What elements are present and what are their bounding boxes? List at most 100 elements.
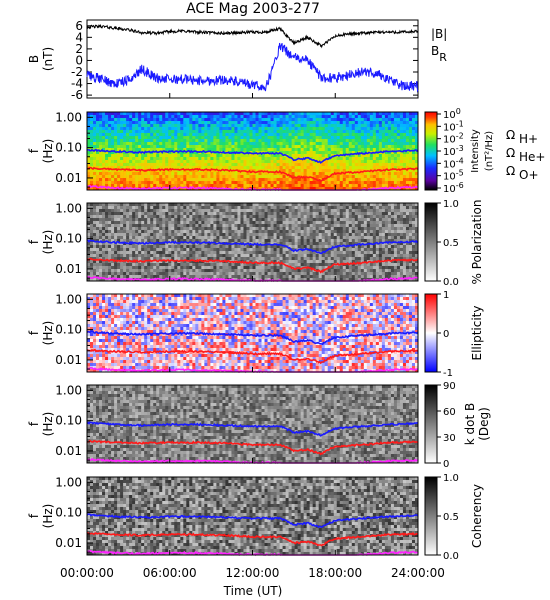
spectrogram-cell: [246, 215, 250, 219]
spectrogram-cell: [321, 163, 326, 167]
spectrogram-cell: [333, 175, 338, 179]
spectrogram-cell: [204, 227, 208, 231]
spectrogram-cell: [243, 157, 247, 161]
spectrogram-cell: [312, 242, 316, 246]
spectrogram-cell: [120, 175, 124, 179]
spectrogram-cell: [273, 127, 277, 131]
spectrogram-cell: [408, 145, 413, 149]
spectrogram-cell: [372, 178, 377, 182]
spectrogram-cell: [288, 257, 292, 261]
spectrogram-cell: [210, 130, 214, 134]
spectrogram-cell: [297, 206, 301, 210]
spectrogram-cell: [135, 184, 139, 188]
spectrogram-cell: [213, 139, 217, 143]
spectrogram-cell: [351, 157, 356, 161]
spectrogram-cell: [240, 112, 244, 116]
spectrogram-cell: [210, 242, 214, 246]
spectrogram-cell: [216, 251, 220, 255]
spectrogram-cell: [285, 239, 289, 243]
spectrogram-cell: [186, 272, 190, 276]
spectrogram-cell: [198, 166, 202, 170]
spectrogram-cell: [138, 269, 142, 273]
spectrogram-cell: [393, 112, 398, 116]
spectrogram-cell: [144, 209, 148, 213]
spectrogram-cell: [195, 136, 199, 140]
spectrogram-cell: [168, 172, 172, 176]
spectrogram-cell: [108, 163, 112, 167]
spectrogram-cell: [141, 218, 145, 222]
spectrogram-cell: [150, 166, 154, 170]
spectrogram-cell: [111, 160, 115, 164]
spectrogram-cell: [357, 130, 362, 134]
spectrogram-cell: [318, 227, 323, 231]
spectrogram-cell: [210, 233, 214, 237]
spectrogram-cell: [384, 181, 389, 185]
spectrogram-cell: [243, 263, 247, 267]
spectrogram-cell: [330, 163, 335, 167]
spectrogram-cell: [210, 254, 214, 258]
spectrogram-cell: [174, 172, 178, 176]
spectrogram-cell: [156, 251, 160, 255]
spectrogram-cell: [270, 121, 274, 125]
spectrogram-cell: [99, 145, 103, 149]
spectrogram-cell: [258, 233, 262, 237]
spectrogram-cell: [204, 212, 208, 216]
spectrogram-cell: [99, 133, 103, 137]
spectrogram-cell: [264, 142, 268, 146]
spectrogram-cell: [279, 169, 283, 173]
spectrogram-cell: [354, 124, 359, 128]
spectrogram-cell: [234, 178, 238, 182]
spectrogram-cell: [138, 209, 142, 213]
spectrogram-cell: [303, 230, 307, 234]
spectrogram-cell: [183, 178, 187, 182]
spectrogram-cell: [306, 227, 310, 231]
spectrogram-cell: [117, 163, 121, 167]
spectrogram-cell: [306, 224, 310, 228]
spectrogram-cell: [117, 118, 121, 122]
spectrogram-cell: [150, 227, 154, 231]
spectrogram-cell: [318, 139, 323, 143]
spectrogram-cell: [288, 209, 292, 213]
spectrogram-cell: [141, 242, 145, 246]
spectrogram-cell: [99, 184, 103, 188]
spectrogram-cell: [201, 151, 205, 155]
spectrogram-cell: [174, 254, 178, 258]
spectrogram-cell: [165, 218, 169, 222]
spectrogram-cell: [414, 154, 419, 158]
spectrogram-cell: [165, 266, 169, 270]
spectrogram-cell: [213, 230, 217, 234]
spectrogram-cell: [276, 212, 280, 216]
spectrogram-cell: [333, 121, 338, 125]
spectrogram-cell: [123, 263, 127, 267]
spectrogram-cell: [183, 248, 187, 252]
spectrogram-cell: [231, 127, 235, 131]
spectrogram-cell: [231, 118, 235, 122]
spectrogram-cell: [216, 157, 220, 161]
spectrogram-cell: [354, 169, 359, 173]
spectrogram-cell: [402, 160, 407, 164]
spectrogram-cell: [267, 206, 271, 210]
spectrogram-cell: [291, 227, 295, 231]
spectrogram-cell: [183, 172, 187, 176]
spectrogram-cell: [207, 218, 211, 222]
spectrogram-cell: [207, 163, 211, 167]
spectrogram-cell: [366, 148, 371, 152]
spectrogram-cell: [297, 221, 301, 225]
spectrogram-cell: [309, 127, 313, 131]
spectrogram-cell: [252, 184, 256, 188]
spectrogram-cell: [111, 266, 115, 270]
spectrogram-cell: [174, 136, 178, 140]
spectrogram-cell: [303, 224, 307, 228]
spectrogram-cell: [240, 227, 244, 231]
spectrogram-cell: [258, 215, 262, 219]
spectrogram-cell: [396, 130, 401, 134]
spectrogram-cell: [129, 115, 133, 119]
spectrogram-cell: [135, 133, 139, 137]
spectrogram-cell: [309, 130, 313, 134]
spectrogram-cell: [291, 260, 295, 264]
spectrogram-cell: [246, 163, 250, 167]
spectrogram-cell: [219, 233, 223, 237]
spectrogram-cell: [243, 239, 247, 243]
spectrogram-cell: [372, 127, 377, 131]
spectrogram-cell: [123, 230, 127, 234]
